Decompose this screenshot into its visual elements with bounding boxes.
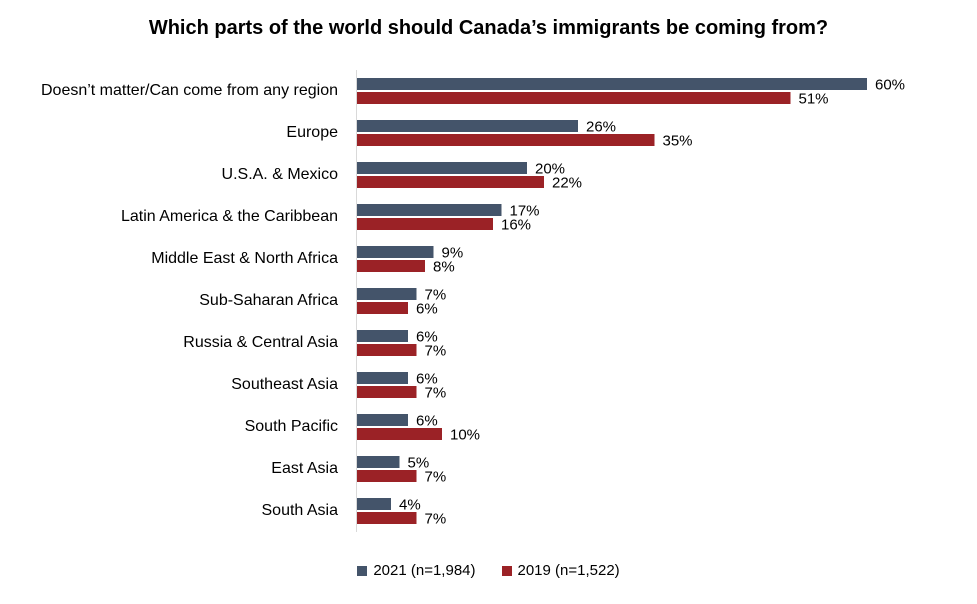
bar-2019-south-pacific (357, 428, 442, 440)
category-label-middle-east-north-africa: Middle East & North Africa (151, 250, 338, 267)
value-label-2019-east-asia: 7% (425, 469, 447, 486)
bar-2019-middle-east-north-africa (357, 260, 425, 272)
category-label-sub-saharan-africa: Sub-Saharan Africa (199, 292, 338, 309)
legend-label-2019: 2019 (n=1,522) (517, 562, 620, 579)
bar-2019-russia-central-asia (357, 344, 417, 356)
bars (357, 78, 867, 524)
category-label-doesn-t-matter-can-come-from-any-region: Doesn’t matter/Can come from any region (41, 82, 338, 99)
bar-2021-europe (357, 120, 578, 132)
value-label-2021-south-pacific: 6% (416, 413, 438, 430)
legend-swatch-2019 (501, 565, 512, 576)
value-label-2021-east-asia: 5% (408, 455, 430, 472)
value-label-2019-europe: 35% (663, 133, 693, 150)
bar-2021-south-pacific (357, 414, 408, 426)
value-label-2019-u-s-a-mexico: 22% (552, 175, 582, 192)
legend-label-2021: 2021 (n=1,984) (373, 562, 476, 579)
category-label-u-s-a-mexico: U.S.A. & Mexico (222, 166, 339, 183)
bar-2019-europe (357, 134, 655, 146)
chart-title: Which parts of the world should Canada’s… (148, 17, 829, 39)
bar-2021-east-asia (357, 456, 400, 468)
bar-2021-middle-east-north-africa (357, 246, 434, 258)
value-label-2021-sub-saharan-africa: 7% (425, 287, 447, 304)
bar-2021-southeast-asia (357, 372, 408, 384)
legend-swatch-2021 (357, 565, 368, 576)
value-label-2019-sub-saharan-africa: 6% (416, 301, 438, 318)
value-label-2021-southeast-asia: 6% (416, 371, 438, 388)
bar-2019-u-s-a-mexico (357, 176, 544, 188)
value-label-2021-middle-east-north-africa: 9% (442, 245, 464, 262)
bar-2019-latin-america-the-caribbean (357, 218, 493, 230)
legend-item-2021: 2021 (n=1,984) (357, 562, 476, 579)
bar-2021-u-s-a-mexico (357, 162, 527, 174)
value-label-2021-latin-america-the-caribbean: 17% (510, 203, 540, 220)
value-label-2019-southeast-asia: 7% (425, 385, 447, 402)
value-label-2019-south-asia: 7% (425, 511, 447, 528)
legend-item-2019: 2019 (n=1,522) (501, 562, 620, 579)
bar-2019-southeast-asia (357, 386, 417, 398)
value-label-2019-south-pacific: 10% (450, 427, 480, 444)
value-label-2021-europe: 26% (586, 119, 616, 136)
category-label-russia-central-asia: Russia & Central Asia (183, 334, 338, 351)
value-label-2019-middle-east-north-africa: 8% (433, 259, 455, 276)
bar-2019-sub-saharan-africa (357, 302, 408, 314)
category-labels: Doesn’t matter/Can come from any region E… (41, 82, 338, 519)
category-label-south-asia: South Asia (262, 502, 339, 519)
bar-2019-doesn-t-matter-can-come-from-any-region (357, 92, 791, 104)
bar-2021-doesn-t-matter-can-come-from-any-region (357, 78, 867, 90)
value-label-2021-doesn-t-matter-can-come-from-any-region: 60% (875, 77, 905, 94)
value-label-2021-u-s-a-mexico: 20% (535, 161, 565, 178)
category-label-southeast-asia: Southeast Asia (231, 376, 338, 393)
bar-2021-sub-saharan-africa (357, 288, 417, 300)
category-label-latin-america-the-caribbean: Latin America & the Caribbean (121, 208, 338, 225)
value-label-2019-russia-central-asia: 7% (425, 343, 447, 360)
value-label-2021-south-asia: 4% (399, 497, 421, 514)
value-label-2019-latin-america-the-caribbean: 16% (501, 217, 531, 234)
value-label-2019-doesn-t-matter-can-come-from-any-region: 51% (799, 91, 829, 108)
bar-2021-latin-america-the-caribbean (357, 204, 502, 216)
category-label-south-pacific: South Pacific (245, 418, 338, 435)
value-labels: 60%51%26%35%20%22%17%16%9%8%7%6%6%7%6%7%… (399, 77, 905, 528)
category-label-east-asia: East Asia (271, 460, 338, 477)
bar-2019-south-asia (357, 512, 417, 524)
legend: 2021 (n=1,984) 2019 (n=1,522) (0, 562, 977, 579)
bar-2019-east-asia (357, 470, 417, 482)
bar-2021-russia-central-asia (357, 330, 408, 342)
bar-2021-south-asia (357, 498, 391, 510)
category-label-europe: Europe (286, 124, 338, 141)
value-label-2021-russia-central-asia: 6% (416, 329, 438, 346)
